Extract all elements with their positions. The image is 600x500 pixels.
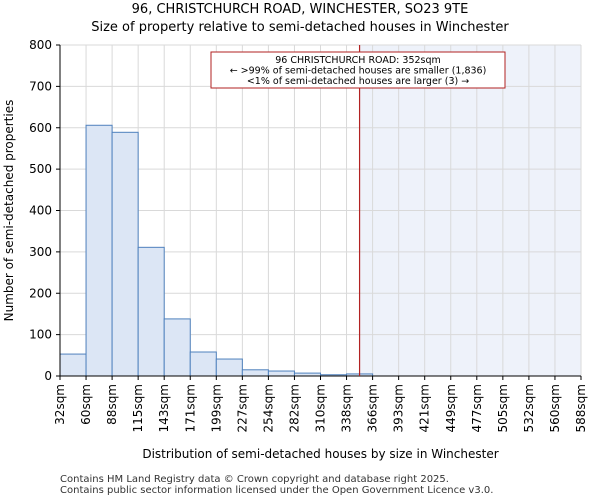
y-tick-label: 200 — [29, 286, 52, 300]
x-tick-label: 60sqm — [79, 384, 93, 425]
footer-licence: Contains public sector information licen… — [60, 485, 494, 496]
y-tick-label: 600 — [29, 121, 52, 135]
histogram-bar — [59, 353, 87, 377]
histogram-bar — [163, 318, 191, 377]
y-tick-label: 500 — [29, 162, 52, 176]
x-tick-label: 588sqm — [574, 384, 588, 432]
annotation-box — [210, 51, 506, 89]
x-tick-label: 532sqm — [522, 384, 536, 432]
x-tick-label: 477sqm — [470, 384, 484, 432]
y-axis-title: Number of semi-detached properties — [2, 100, 16, 322]
x-tick-label: 143sqm — [157, 384, 171, 432]
x-tick-label: 282sqm — [287, 384, 301, 432]
annotation-line: <1% of semi-detached houses are larger (… — [247, 76, 469, 87]
x-tick-label: 115sqm — [131, 384, 145, 432]
histogram-bar — [111, 131, 139, 377]
histogram-bar — [137, 246, 165, 377]
x-tick-label: 366sqm — [366, 384, 380, 432]
histogram-bar — [189, 351, 217, 377]
histogram-bar — [85, 124, 113, 377]
x-tick-label: 393sqm — [392, 384, 406, 432]
x-tick-label: 254sqm — [261, 384, 275, 432]
chart-title: 96, CHRISTCHURCH ROAD, WINCHESTER, SO23 … — [131, 2, 469, 17]
x-tick-label: 32sqm — [53, 384, 67, 425]
y-tick-label: 0 — [44, 369, 52, 383]
x-tick-label: 505sqm — [496, 384, 510, 432]
annotation-line: 96 CHRISTCHURCH ROAD: 352sqm — [275, 55, 441, 66]
x-tick-label: 88sqm — [105, 384, 119, 425]
x-tick-label: 338sqm — [340, 384, 354, 432]
x-axis-title: Distribution of semi-detached houses by … — [142, 447, 498, 461]
annotation-line: ← >99% of semi-detached houses are small… — [230, 66, 487, 77]
chart-subtitle: Size of property relative to semi-detach… — [91, 20, 509, 35]
x-tick-label: 171sqm — [183, 384, 197, 432]
x-tick-label: 449sqm — [444, 384, 458, 432]
y-tick-label: 300 — [29, 245, 52, 259]
histogram-bar — [215, 358, 243, 377]
y-tick-label: 800 — [29, 38, 52, 52]
y-tick-label: 100 — [29, 328, 52, 342]
histogram-bar — [241, 369, 269, 377]
x-tick-label: 227sqm — [235, 384, 249, 432]
x-tick-label: 310sqm — [314, 384, 328, 432]
y-tick-label: 400 — [29, 204, 52, 218]
footer-copyright: Contains HM Land Registry data © Crown c… — [60, 474, 449, 485]
x-tick-label: 421sqm — [418, 384, 432, 432]
x-tick-label: 560sqm — [548, 384, 562, 432]
x-tick-label: 199sqm — [209, 384, 223, 432]
histogram-bar — [267, 370, 295, 377]
y-tick-label: 700 — [29, 79, 52, 93]
